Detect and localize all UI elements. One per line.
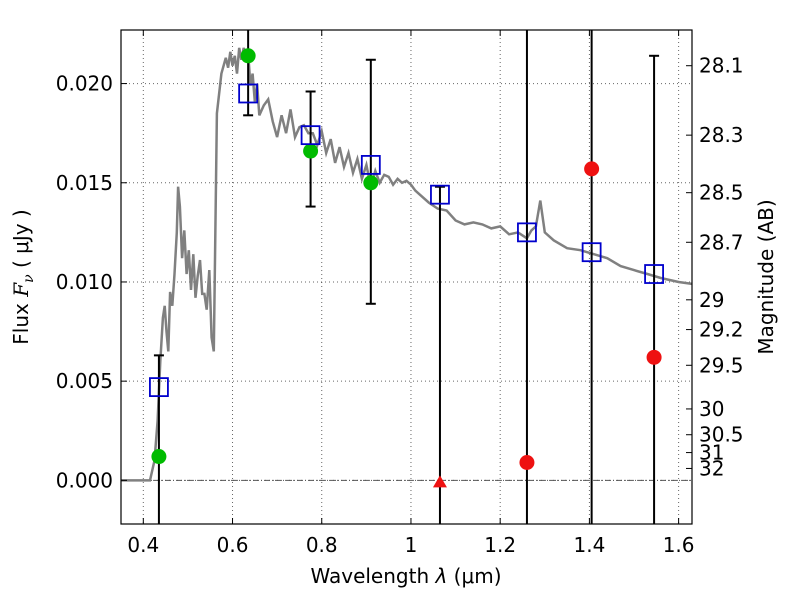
right-tick-label: 28.5 — [699, 181, 744, 205]
x-tick-label: 1.6 — [663, 533, 695, 557]
x-tick-label: 1 — [405, 533, 418, 557]
photometry-markers — [149, 48, 664, 488]
right-tick-label: 28.1 — [699, 54, 744, 78]
axis-ticks: 0.4 0.6 0.8 1 1.2 1.4 1.6 0.000 0.005 0.010 0.015 0… — [56, 30, 744, 557]
error-bars — [153, 30, 660, 524]
x-tick-label: 0.8 — [306, 533, 338, 557]
model-photometry-square — [581, 242, 602, 263]
model-photometry-square — [360, 155, 381, 175]
y-tick-label: 0.000 — [56, 468, 113, 492]
non-detection-point — [584, 161, 600, 177]
right-tick-label: 32 — [699, 456, 724, 480]
right-tick-label: 29.5 — [699, 353, 744, 377]
y-tick-label: 0.005 — [56, 369, 113, 393]
y-tick-label: 0.015 — [56, 171, 113, 195]
right-tick-label: 28.3 — [699, 123, 744, 147]
model-photometry-square — [517, 222, 537, 243]
detection-point — [303, 143, 319, 159]
plot-frame — [120, 29, 693, 525]
x-tick-label: 0.6 — [217, 533, 249, 557]
model-spectrum-line — [121, 47, 693, 482]
x-axis-label: Wavelength λ (μm) — [310, 564, 501, 588]
model-photometry-square — [238, 83, 259, 104]
detection-point — [151, 449, 167, 465]
right-tick-label: 30 — [699, 397, 724, 421]
grid-lines — [121, 30, 692, 524]
non-detection-point — [519, 454, 535, 470]
right-tick-label: 29.2 — [699, 318, 744, 342]
right-axis-label: Magnitude (AB) — [754, 199, 778, 354]
model-photometry-square — [644, 264, 664, 284]
model-photometry-square — [430, 184, 450, 205]
y-axis-label: Flux Fν ( μJy ) — [9, 209, 37, 344]
x-tick-label: 1.4 — [573, 533, 605, 557]
non-detection-point — [646, 349, 662, 365]
detection-point — [363, 175, 379, 191]
y-tick-label: 0.020 — [56, 72, 113, 96]
right-tick-label: 29 — [699, 288, 724, 312]
right-tick-label: 30.5 — [699, 423, 744, 447]
model-photometry-square — [149, 377, 169, 398]
x-tick-label: 0.4 — [127, 533, 159, 557]
detection-point — [240, 48, 256, 64]
x-tick-label: 1.2 — [484, 533, 516, 557]
right-tick-label: 28.7 — [699, 230, 744, 254]
y-tick-label: 0.010 — [56, 270, 113, 294]
model-photometry-square — [300, 125, 321, 146]
right-tick-label: 31 — [699, 441, 724, 465]
non-detection-triangle — [432, 475, 447, 488]
